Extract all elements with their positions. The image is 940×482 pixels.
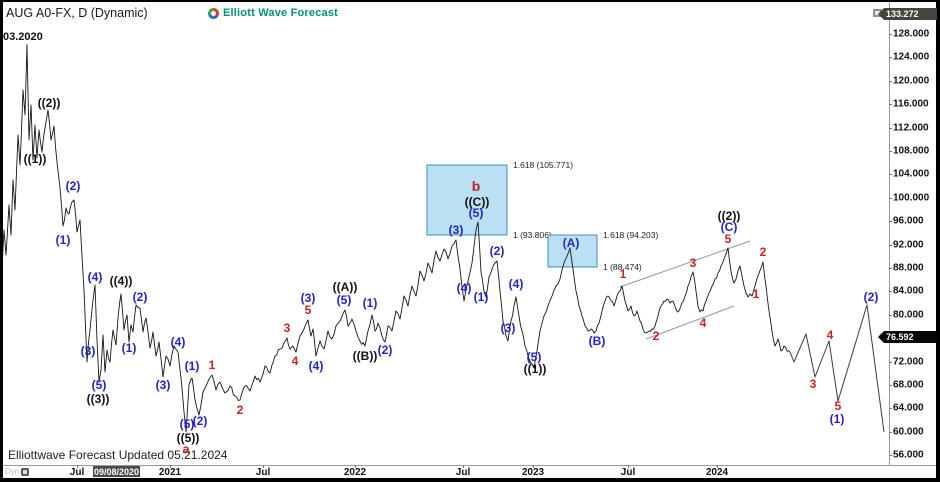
- price-axis-border: [889, 2, 890, 465]
- brand-logo: Elliott Wave Forecast: [208, 7, 338, 19]
- price-tick-label: 80.000: [893, 309, 924, 321]
- price-tick-label: 112.000: [893, 122, 929, 134]
- price-tick-label: 88.000: [893, 262, 924, 274]
- price-tick-label: 60.000: [893, 426, 924, 438]
- drawing-tool-label: Dyn: [5, 467, 20, 476]
- fib-extension-box-1: [426, 164, 508, 236]
- price-tick-label: 68.000: [893, 379, 924, 391]
- time-tick-label: Jul: [255, 467, 271, 478]
- price-tick-label: 100.000: [893, 192, 930, 204]
- fib-top-level-label-1: 1.618 (105.771): [513, 160, 573, 170]
- time-tick-label: 2021: [158, 467, 182, 478]
- price-series-line: [1, 44, 791, 433]
- price-tick-label: 120.000: [893, 75, 930, 87]
- price-tick-label: 64.000: [893, 402, 924, 414]
- brand-logo-icon: [208, 7, 219, 19]
- price-tick-mark: [889, 362, 892, 363]
- price-tick-mark: [889, 174, 892, 175]
- time-tick-label: Jul: [69, 467, 85, 478]
- price-tick-mark: [889, 81, 892, 82]
- high-price-badge-arrow: [878, 8, 884, 20]
- fib-extension-box-2: [547, 234, 598, 268]
- price-tick-label: 84.000: [893, 285, 924, 297]
- price-tick-mark: [889, 385, 892, 386]
- current-price-badge-arrow: [878, 331, 884, 343]
- price-tick-label: 124.000: [893, 51, 930, 63]
- price-tick-label: 116.000: [893, 98, 929, 110]
- price-tick-label: 72.000: [893, 356, 924, 368]
- price-tick-mark: [889, 432, 892, 433]
- price-tick-label: 104.000: [893, 168, 930, 180]
- time-tick-label: 2024: [705, 467, 729, 478]
- time-tick-label: Jul: [455, 467, 471, 478]
- current-price-badge-text: 76.592: [884, 331, 937, 343]
- drawing-tool-indicator[interactable]: Dyn: [5, 467, 30, 476]
- time-tick-mark: [77, 465, 78, 468]
- price-axis-panel[interactable]: [889, 2, 936, 465]
- update-note: Elliottwave Forecast Updated 05.21.2024: [8, 448, 228, 462]
- current-price-badge: 76.592: [878, 331, 937, 343]
- time-tick-mark: [463, 465, 464, 468]
- time-tick-mark: [717, 465, 718, 468]
- frame-top: [0, 0, 940, 2]
- time-tick-label: 2023: [521, 467, 545, 478]
- price-tick-mark: [889, 245, 892, 246]
- price-tick-label: 92.000: [893, 239, 924, 251]
- drawing-tool-icon: [21, 467, 30, 476]
- price-tick-mark: [889, 151, 892, 152]
- price-tick-label: 128.000: [893, 28, 930, 40]
- price-tick-mark: [889, 408, 892, 409]
- fib-bottom-level-label-1: 1 (93.806): [513, 230, 552, 240]
- frame-left: [0, 0, 3, 482]
- panel-collapse-icon[interactable]: [873, 9, 882, 17]
- peak-date-label: 03.2020: [3, 31, 43, 43]
- price-tick-mark: [889, 34, 892, 35]
- price-tick-mark: [889, 221, 892, 222]
- time-tick-label: Jul: [620, 467, 636, 478]
- price-tick-mark: [889, 128, 892, 129]
- date-marker-badge: 09/08/2020: [93, 466, 140, 477]
- forecast-projection-line: [789, 304, 885, 433]
- time-tick-mark: [263, 465, 264, 468]
- high-price-badge: 133.272: [878, 8, 937, 20]
- frame-bottom: [0, 478, 940, 482]
- price-tick-mark: [889, 104, 892, 105]
- time-tick-mark: [355, 465, 356, 468]
- price-tick-mark: [889, 455, 892, 456]
- frame-right: [936, 0, 940, 482]
- price-tick-mark: [889, 198, 892, 199]
- high-price-badge-text: 133.272: [884, 8, 937, 20]
- time-tick-label: 2022: [343, 467, 367, 478]
- time-tick-mark: [533, 465, 534, 468]
- price-tick-label: 56.000: [893, 449, 924, 461]
- price-tick-label: 96.000: [893, 215, 924, 227]
- time-tick-mark: [628, 465, 629, 468]
- brand-logo-text: Elliott Wave Forecast: [223, 7, 339, 19]
- fib-bottom-level-label-2: 1 (88.474): [603, 262, 642, 272]
- instrument-title: AUG A0-FX, D (Dynamic): [6, 6, 148, 20]
- channel-trendline-2: [645, 305, 735, 340]
- price-tick-mark: [889, 291, 892, 292]
- price-tick-mark: [889, 268, 892, 269]
- price-tick-mark: [889, 57, 892, 58]
- price-tick-label: 108.000: [893, 145, 930, 157]
- time-tick-mark: [170, 465, 171, 468]
- time-axis-border: [3, 465, 936, 466]
- fib-top-level-label-2: 1.618 (94.203): [603, 230, 658, 240]
- price-tick-mark: [889, 315, 892, 316]
